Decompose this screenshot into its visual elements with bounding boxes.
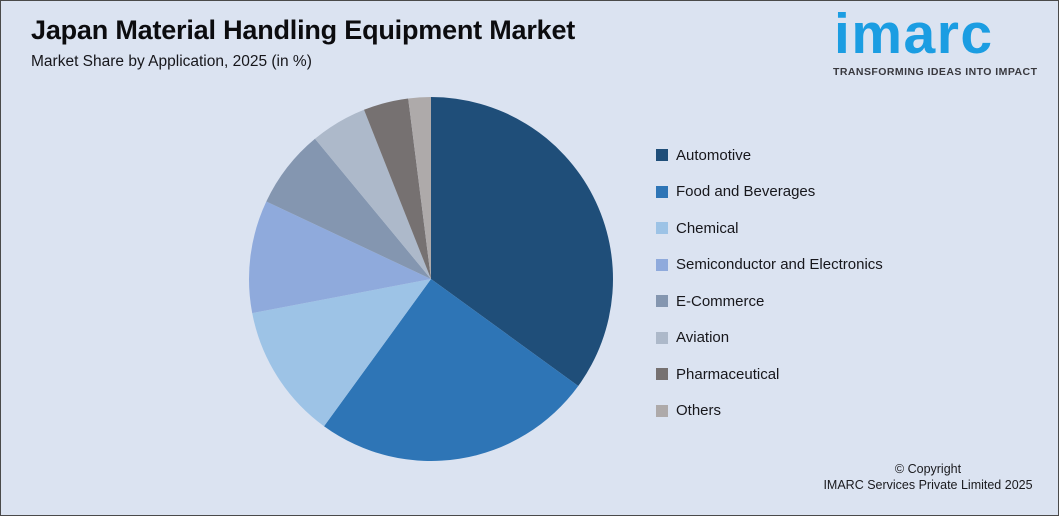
imarc-logo-text: imarc — [834, 2, 994, 66]
legend-item-aviation: Aviation — [656, 328, 883, 348]
pie-slice-aviation — [314, 109, 431, 279]
pie-slice-others — [408, 97, 431, 279]
legend-swatch-icon — [656, 149, 668, 161]
chart-legend: Automotive Food and Beverages Chemical Semi… — [656, 145, 883, 437]
legend-swatch-icon — [656, 222, 668, 234]
legend-swatch-icon — [656, 404, 668, 417]
pie-slice-automotive — [431, 97, 614, 386]
legend-label: E-Commerce — [676, 292, 765, 310]
copyright-line1: © Copyright — [894, 462, 962, 476]
legend-swatch-icon — [656, 258, 668, 271]
legend-label: Automotive — [676, 146, 752, 164]
legend-swatch-icon — [656, 295, 668, 307]
copyright-line2: IMARC Services Private Limited 2025 — [823, 477, 1033, 492]
legend-item-food-and-beverages: Food and Beverages — [656, 182, 883, 202]
chart-subtitle: Market Share by Application, 2025 (in %) — [31, 53, 312, 71]
pie-slice-food-and-beverages — [324, 279, 579, 462]
legend-swatch-icon — [656, 368, 668, 380]
legend-item-pharmaceutical: Pharmaceutical — [656, 364, 883, 384]
legend-item-semiconductor-and-electronics: Semiconductor and Electronics — [656, 255, 883, 275]
legend-label: Food and Beverages — [676, 183, 816, 200]
legend-swatch-icon — [656, 331, 668, 344]
legend-item-chemical: Chemical — [656, 218, 883, 238]
chart-header: Japan Material Handling Equipment Market… — [31, 15, 575, 71]
copyright-notice: © Copyright IMARC Services Private Limit… — [818, 462, 1038, 493]
legend-label: Aviation — [676, 329, 730, 346]
legend-label: Semiconductor and Electronics — [676, 256, 883, 273]
legend-item-e-commerce: E-Commerce — [656, 291, 883, 311]
page-title: Japan Material Handling Equipment Market — [31, 15, 576, 45]
imarc-logo: imarc TRANSFORMING IDEAS INTO IMPACT — [833, 2, 1038, 78]
legend-label: Chemical — [676, 219, 739, 237]
legend-item-others: Others — [656, 401, 883, 421]
pie-slice-e-commerce — [266, 138, 431, 279]
pie-slice-chemical — [252, 279, 431, 427]
pie-slice-semiconductor-and-electronics — [248, 201, 431, 314]
legend-label: Others — [676, 402, 722, 419]
legend-item-automotive: Automotive — [656, 145, 883, 165]
legend-swatch-icon — [656, 185, 668, 198]
legend-label: Pharmaceutical — [676, 365, 780, 383]
imarc-logo-tagline: TRANSFORMING IDEAS INTO IMPACT — [833, 65, 1038, 78]
pie-slice-pharmaceutical — [364, 98, 431, 279]
